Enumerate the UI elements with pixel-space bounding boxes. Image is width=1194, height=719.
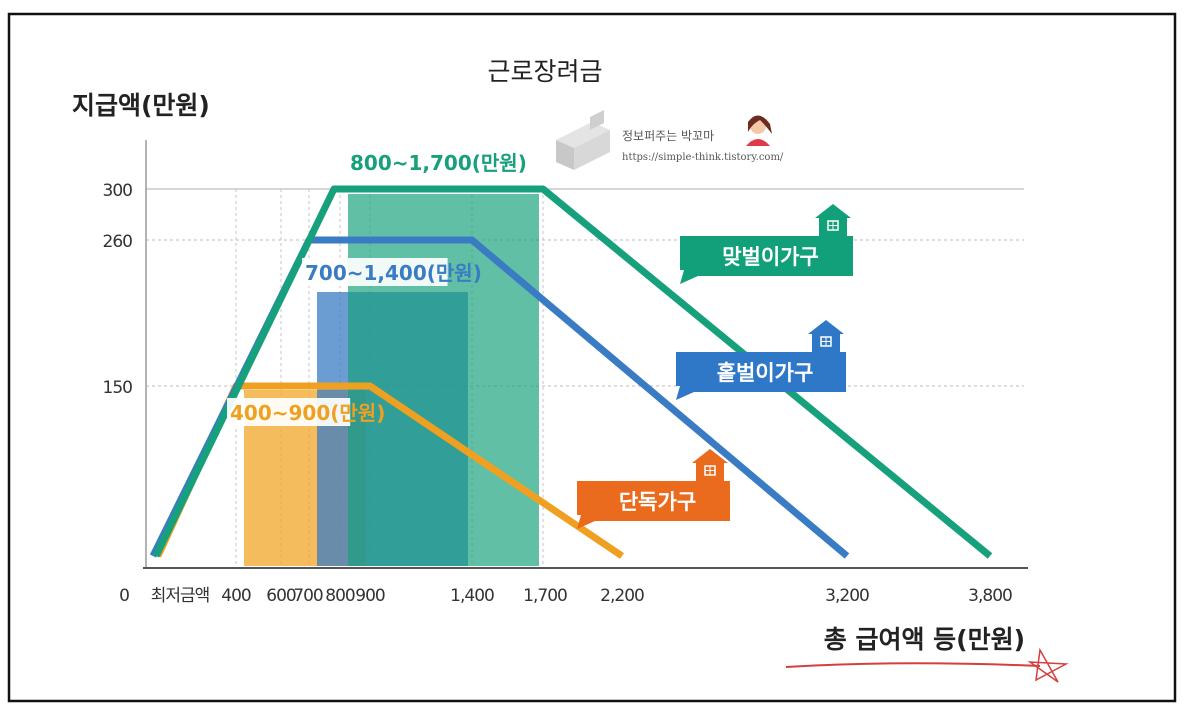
tag-box (577, 481, 730, 529)
underline-mark (785, 662, 1041, 668)
watermark-url: https://simple-think.tistory.com/ (622, 152, 784, 163)
range-region (348, 194, 539, 566)
x-tick-label: 0 (119, 586, 129, 606)
x-axis-title: 총 급여액 등(만원) (824, 625, 1025, 654)
tag-label: 맞벌이가구 (722, 245, 819, 269)
range-label: 400~900(만원) (230, 401, 385, 425)
tag-label: 홑벌이가구 (717, 361, 814, 385)
chart-title: 근로장려금 (487, 57, 602, 86)
star-scribble-icon (1027, 647, 1069, 683)
x-tick-label: 600 (266, 586, 296, 606)
series-tag: 단독가구 (577, 449, 730, 529)
y-axis-title: 지급액(만원) (72, 91, 210, 120)
x-tick-label: 최저금액 (151, 586, 210, 606)
y-ticks: 300 260 150 (103, 181, 134, 398)
house-shape (808, 320, 844, 352)
range-label: 800~1,700(만원) (350, 151, 527, 175)
y-tick-label: 150 (103, 378, 133, 398)
range-label-bg (227, 398, 351, 426)
watermark-name: 정보퍼주는 박꼬마 (622, 129, 714, 143)
x-tick-label: 3,200 (825, 586, 869, 606)
range-label: 700~1,400(만원) (305, 261, 482, 285)
series-tag: 홑벌이가구 (676, 320, 846, 400)
y-tick-label: 260 (103, 232, 133, 252)
x-tick-label: 700 (293, 586, 323, 606)
x-tick-label: 1,400 (450, 586, 494, 606)
range-label-bg (302, 258, 448, 286)
avatar-icon (746, 115, 772, 146)
x-tick-label: 2,200 (600, 586, 644, 606)
series-tag: 맞벌이가구 (680, 204, 853, 284)
house-icon (808, 320, 844, 352)
range-regions (244, 194, 539, 566)
house-icon (815, 204, 851, 236)
x-tick-label: 1,700 (523, 586, 567, 606)
x-tick-label: 400 (221, 586, 251, 606)
tag-box (676, 352, 846, 400)
tag-label: 단독가구 (619, 490, 696, 514)
house-icon (692, 449, 728, 481)
x-tick-label: 900 (355, 586, 385, 606)
tag-box (680, 236, 853, 284)
house-shape (692, 449, 728, 481)
x-tick-label: 3,800 (968, 586, 1012, 606)
series-tags: 단독가구 홑벌이가구 맞벌이가구 (577, 204, 853, 529)
x-tick-label: 800 (325, 586, 355, 606)
range-labels: 400~900(만원) 700~1,400(만원) 800~1,700(만원) (227, 151, 527, 426)
watermark: 정보퍼주는 박꼬마 https://simple-think.tistory.c… (556, 110, 784, 170)
y-tick-label: 300 (103, 181, 133, 201)
watermark-logo-icon (556, 110, 610, 170)
house-shape (815, 204, 851, 236)
